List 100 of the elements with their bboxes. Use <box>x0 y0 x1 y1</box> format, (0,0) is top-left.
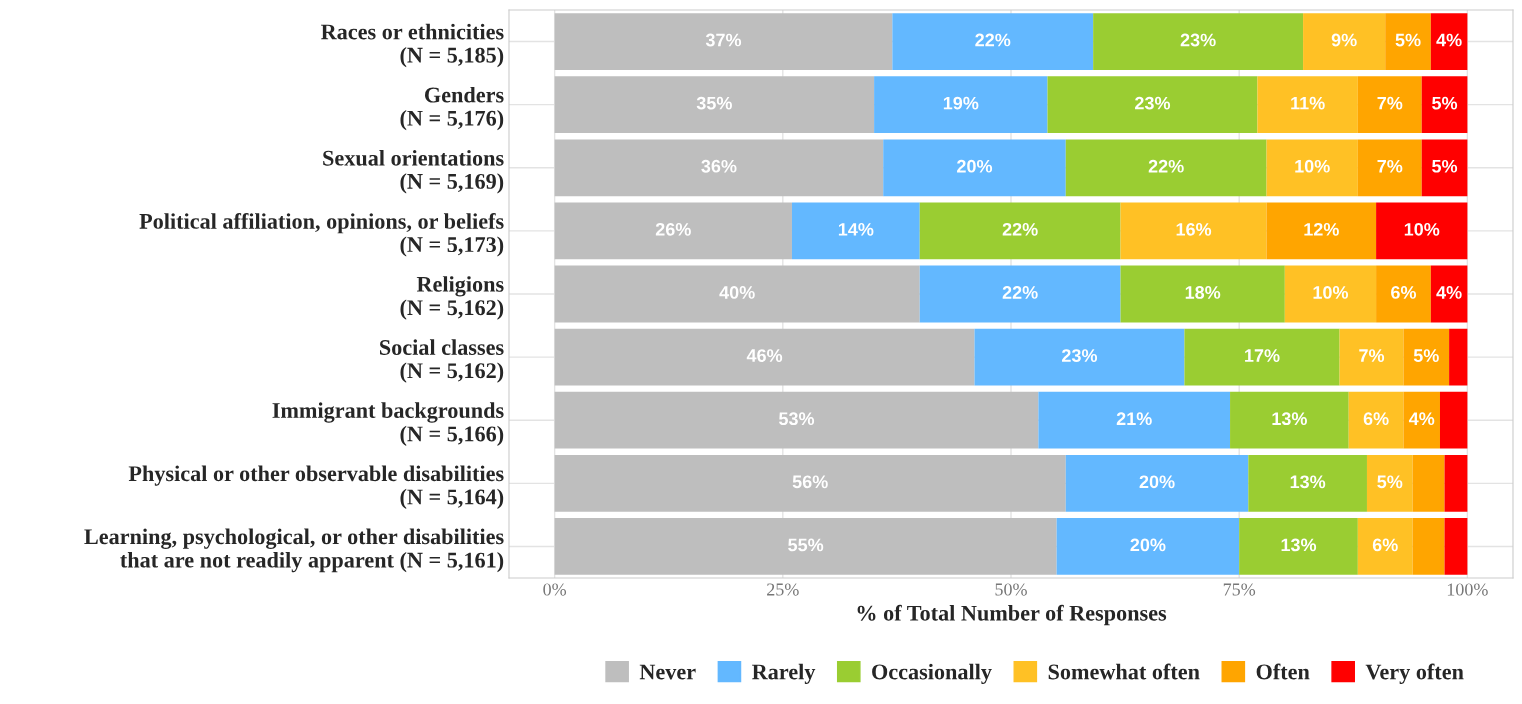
bar <box>1248 454 1367 512</box>
data-label: 6% <box>1391 286 1417 299</box>
legend-label: Occasionally <box>872 663 992 684</box>
bar <box>1357 139 1422 197</box>
y-tick-label: Religions (N = 5,162) <box>400 276 504 320</box>
bar <box>1230 391 1349 449</box>
y-tick-label: Political affiliation, opinions, or beliefs (N = 5,173) <box>139 212 504 257</box>
data-label: 5% <box>1432 96 1458 110</box>
data-label: 55% <box>788 538 824 552</box>
data-label: 5% <box>1395 33 1421 47</box>
bar <box>1439 391 1468 449</box>
data-label: 5% <box>1413 349 1439 362</box>
bar <box>554 202 792 260</box>
bar <box>1093 13 1304 70</box>
bar <box>1284 265 1377 323</box>
legend-label: Never <box>639 664 696 680</box>
data-label: 20% <box>1130 538 1166 552</box>
bar <box>554 139 884 197</box>
bar <box>1385 13 1431 70</box>
data-label: 46% <box>746 349 783 362</box>
data-label: 13% <box>1290 475 1326 489</box>
bar <box>1065 139 1267 197</box>
bar <box>1449 328 1468 386</box>
bar <box>1065 454 1249 512</box>
x-tick-label: 75% <box>1223 583 1256 596</box>
bar <box>554 13 893 70</box>
data-label: 12% <box>1304 222 1339 236</box>
x-axis-title: % of Total Number of Responses <box>857 604 1167 626</box>
bar <box>1403 391 1440 449</box>
bar <box>1339 328 1404 386</box>
data-label: 20% <box>1139 475 1175 489</box>
bar <box>1444 454 1468 512</box>
data-label: 23% <box>1180 33 1216 47</box>
y-tick-label: Immigrant backgrounds (N = 5,166) <box>272 402 504 446</box>
y-tick-label: Sexual orientations (N = 5,169) <box>323 149 504 194</box>
data-label: 18% <box>1185 286 1221 299</box>
bar <box>554 391 1039 449</box>
bar <box>1184 328 1340 386</box>
data-label: 6% <box>1363 412 1389 426</box>
bar <box>1120 265 1285 323</box>
data-label: 56% <box>792 475 828 489</box>
x-tick-label: 25% <box>767 583 799 596</box>
bar <box>919 265 1121 323</box>
legend-label: Often <box>1256 663 1310 680</box>
y-tick-label: Races or ethnicities (N = 5,185) <box>321 23 504 68</box>
bar <box>1038 391 1231 449</box>
bar <box>874 76 1048 134</box>
data-label: 4% <box>1436 33 1462 47</box>
bar <box>1357 518 1413 575</box>
y-tick-label: Learning, psychological, or other disabilities that are not readily apparent (N = 5,161) <box>84 528 504 573</box>
bar <box>1266 202 1377 260</box>
data-label: 20% <box>957 159 993 173</box>
bar <box>1366 454 1413 512</box>
y-tick-label: Genders (N = 5,176) <box>400 86 504 131</box>
data-label: 7% <box>1377 159 1403 173</box>
data-label: 19% <box>943 96 979 110</box>
data-label: 6% <box>1372 538 1398 552</box>
bar <box>1120 202 1267 260</box>
bar <box>791 202 920 260</box>
bar <box>1430 13 1468 70</box>
bar <box>1412 518 1445 575</box>
data-label: 22% <box>975 33 1011 47</box>
data-label: 22% <box>1002 222 1038 236</box>
x-tick-label: 50% <box>995 583 1027 596</box>
data-label: 11% <box>1291 96 1325 110</box>
data-label: 5% <box>1432 159 1458 173</box>
data-label: 23% <box>1062 349 1098 362</box>
bar <box>1376 202 1468 260</box>
data-label: 22% <box>1002 286 1038 299</box>
bar <box>1357 76 1422 134</box>
bar <box>1056 518 1240 575</box>
bar <box>1430 265 1468 323</box>
bar <box>554 454 1066 512</box>
x-tick-label: 0% <box>543 583 567 596</box>
data-label: 35% <box>696 96 732 110</box>
data-label: 26% <box>655 222 691 236</box>
bar <box>1303 13 1386 70</box>
data-label: 5% <box>1377 475 1403 489</box>
bar <box>1444 518 1468 575</box>
data-label: 13% <box>1281 538 1317 552</box>
bar <box>1421 76 1468 134</box>
bar <box>554 265 920 323</box>
bar <box>1421 139 1468 197</box>
bar <box>1239 518 1358 575</box>
data-label: 17% <box>1245 349 1280 362</box>
data-label: 21% <box>1116 412 1152 426</box>
data-label: 53% <box>779 412 815 426</box>
data-label: 4% <box>1436 286 1462 299</box>
bar <box>1412 454 1445 512</box>
bar <box>919 202 1121 260</box>
data-label: 7% <box>1359 349 1385 362</box>
bar <box>1266 139 1358 197</box>
bar <box>974 328 1185 386</box>
data-label: 16% <box>1176 222 1212 236</box>
data-label: 37% <box>705 33 742 47</box>
legend-label: Rarely <box>752 663 816 684</box>
bar <box>1348 391 1404 449</box>
bar <box>554 518 1057 575</box>
bar <box>883 139 1066 197</box>
data-label: 10% <box>1404 222 1440 236</box>
